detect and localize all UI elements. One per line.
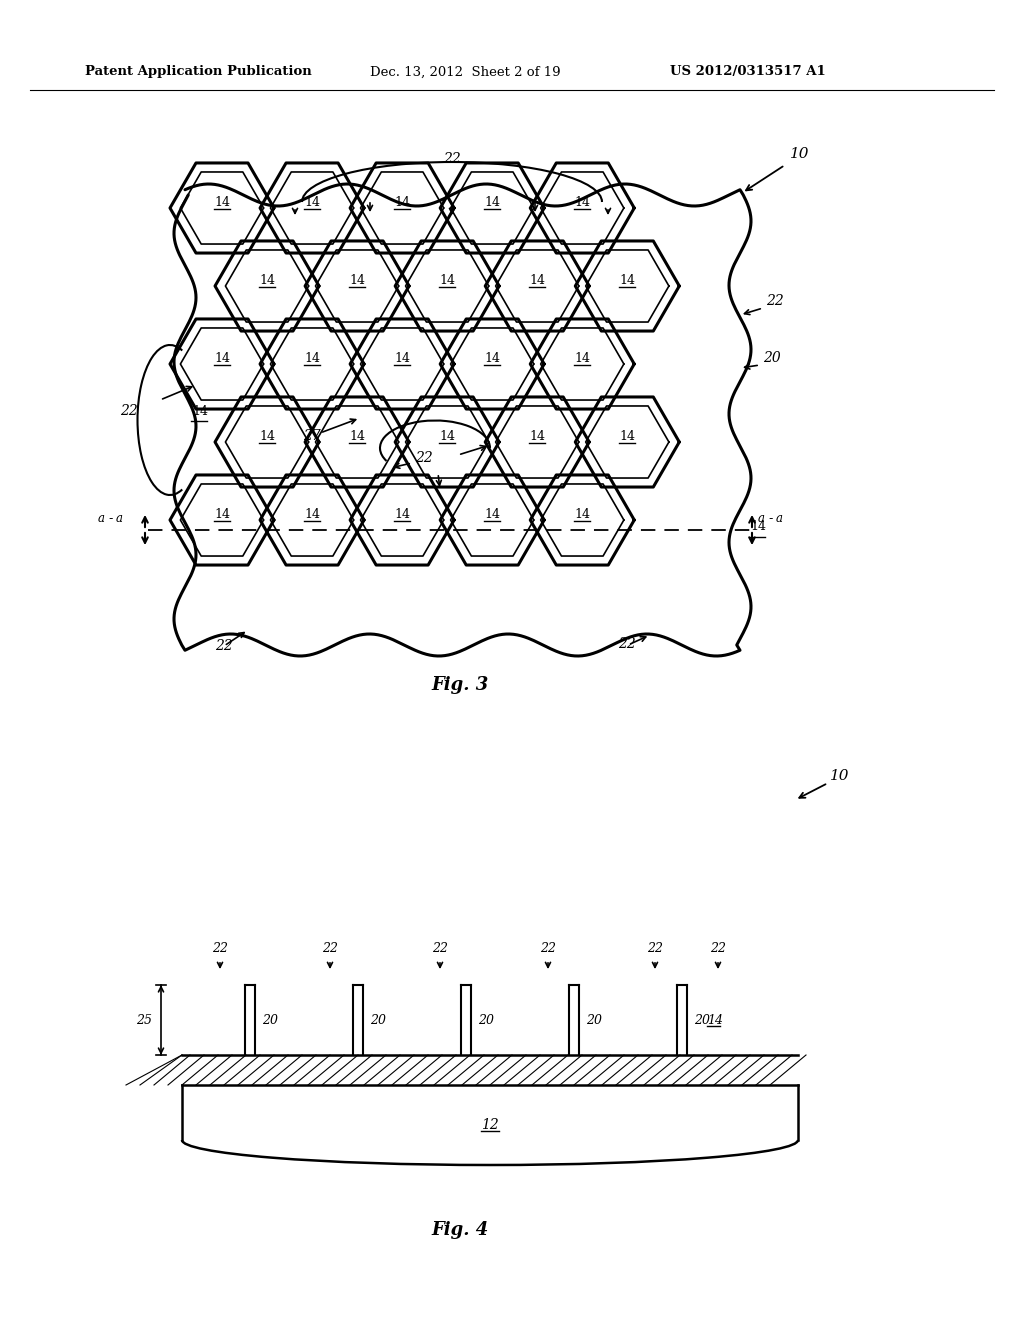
Text: 22: 22 xyxy=(647,942,663,954)
Text: 25: 25 xyxy=(136,1014,152,1027)
Text: 22: 22 xyxy=(766,294,783,308)
Text: 22: 22 xyxy=(215,639,232,653)
Text: 10: 10 xyxy=(790,147,810,161)
Text: 14: 14 xyxy=(304,197,321,210)
Text: 20: 20 xyxy=(763,351,780,366)
Text: Fig. 3: Fig. 3 xyxy=(431,676,488,694)
Text: 22: 22 xyxy=(618,638,636,651)
Text: US 2012/0313517 A1: US 2012/0313517 A1 xyxy=(670,66,825,78)
Text: 14: 14 xyxy=(484,197,500,210)
Text: 14: 14 xyxy=(574,508,590,521)
Text: 27: 27 xyxy=(303,429,321,444)
Text: 20: 20 xyxy=(586,1014,602,1027)
Text: a: a xyxy=(776,512,783,525)
Text: 22: 22 xyxy=(710,942,726,954)
Text: 22: 22 xyxy=(212,942,228,954)
Text: 22: 22 xyxy=(540,942,556,954)
Text: 14: 14 xyxy=(574,352,590,366)
Text: a: a xyxy=(758,512,765,525)
Text: 14: 14 xyxy=(349,430,366,444)
Text: 20: 20 xyxy=(694,1014,710,1027)
Text: 20: 20 xyxy=(262,1014,278,1027)
Text: 14: 14 xyxy=(259,275,275,288)
Text: 14: 14 xyxy=(394,352,411,366)
Text: 14: 14 xyxy=(349,275,366,288)
Text: a: a xyxy=(98,512,105,525)
Text: 20: 20 xyxy=(478,1014,494,1027)
Text: 14: 14 xyxy=(439,275,455,288)
Text: 14: 14 xyxy=(484,508,500,521)
Text: -: - xyxy=(108,512,113,525)
Text: Fig. 4: Fig. 4 xyxy=(431,1221,488,1239)
Text: 22: 22 xyxy=(415,451,433,465)
Bar xyxy=(175,154,750,660)
Text: 14: 14 xyxy=(394,508,411,521)
Text: 14: 14 xyxy=(304,508,321,521)
Text: 14: 14 xyxy=(750,520,766,533)
Text: 14: 14 xyxy=(707,1014,723,1027)
Text: 14: 14 xyxy=(574,197,590,210)
Text: 14: 14 xyxy=(439,430,455,444)
Text: 14: 14 xyxy=(259,430,275,444)
Bar xyxy=(182,1055,798,1085)
Text: a: a xyxy=(116,512,123,525)
Text: 14: 14 xyxy=(529,430,545,444)
Text: Patent Application Publication: Patent Application Publication xyxy=(85,66,311,78)
Text: 14: 14 xyxy=(214,197,230,210)
Text: 22: 22 xyxy=(432,942,449,954)
Text: 12: 12 xyxy=(481,1118,499,1133)
Text: 14: 14 xyxy=(214,508,230,521)
Text: 22: 22 xyxy=(443,152,461,166)
Text: 14: 14 xyxy=(214,352,230,366)
Text: 22: 22 xyxy=(322,942,338,954)
Text: 14: 14 xyxy=(484,352,500,366)
Text: 20: 20 xyxy=(370,1014,386,1027)
Text: 14: 14 xyxy=(193,405,208,418)
Text: 14: 14 xyxy=(620,430,635,444)
Text: 14: 14 xyxy=(304,352,321,366)
Text: 14: 14 xyxy=(529,275,545,288)
Text: 14: 14 xyxy=(620,275,635,288)
Text: -: - xyxy=(768,512,772,525)
Text: 22: 22 xyxy=(120,404,138,418)
Text: 10: 10 xyxy=(830,770,850,783)
Text: 14: 14 xyxy=(394,197,411,210)
Text: Dec. 13, 2012  Sheet 2 of 19: Dec. 13, 2012 Sheet 2 of 19 xyxy=(370,66,560,78)
